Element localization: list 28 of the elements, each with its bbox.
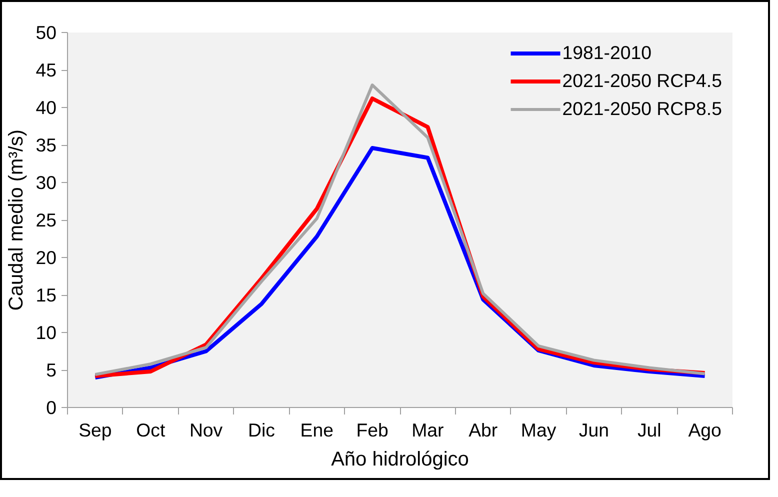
x-tick-label: Dic (248, 420, 275, 440)
y-tick-label: 20 (36, 247, 57, 268)
y-tick-label: 40 (36, 97, 57, 118)
y-tick-label: 0 (46, 397, 57, 418)
x-tick-label: Ago (688, 420, 722, 440)
x-tick-label: Feb (356, 420, 388, 440)
y-tick-label: 45 (36, 60, 57, 80)
x-tick-label: Jul (637, 420, 662, 440)
y-tick-label: 15 (36, 284, 57, 306)
legend-label: 2021-2050 RCP8.5 (562, 98, 722, 120)
x-tick-label: May (520, 420, 557, 440)
x-tick-label: Ene (300, 420, 334, 440)
legend-label: 1981-2010 (562, 42, 652, 64)
x-tick-label: Abr (468, 420, 498, 440)
y-tick-label: 25 (36, 210, 57, 230)
y-tick-label: 5 (46, 360, 57, 380)
y-tick-label: 35 (36, 134, 57, 156)
x-tick-label: Nov (189, 420, 224, 440)
legend-label: 2021-2050 RCP4.5 (562, 70, 722, 92)
y-tick-label: 50 (36, 22, 57, 43)
x-tick-label: Jun (578, 420, 610, 440)
y-tick-label: 10 (36, 322, 57, 343)
x-tick-label: Mar (412, 420, 444, 440)
y-axis-title: Caudal medio (m³/s) (6, 129, 28, 311)
x-tick-label: Sep (78, 420, 112, 440)
y-tick-label: 30 (36, 172, 57, 193)
x-tick-label: Oct (136, 420, 166, 440)
x-axis-title: Año hidrológico (331, 448, 469, 470)
